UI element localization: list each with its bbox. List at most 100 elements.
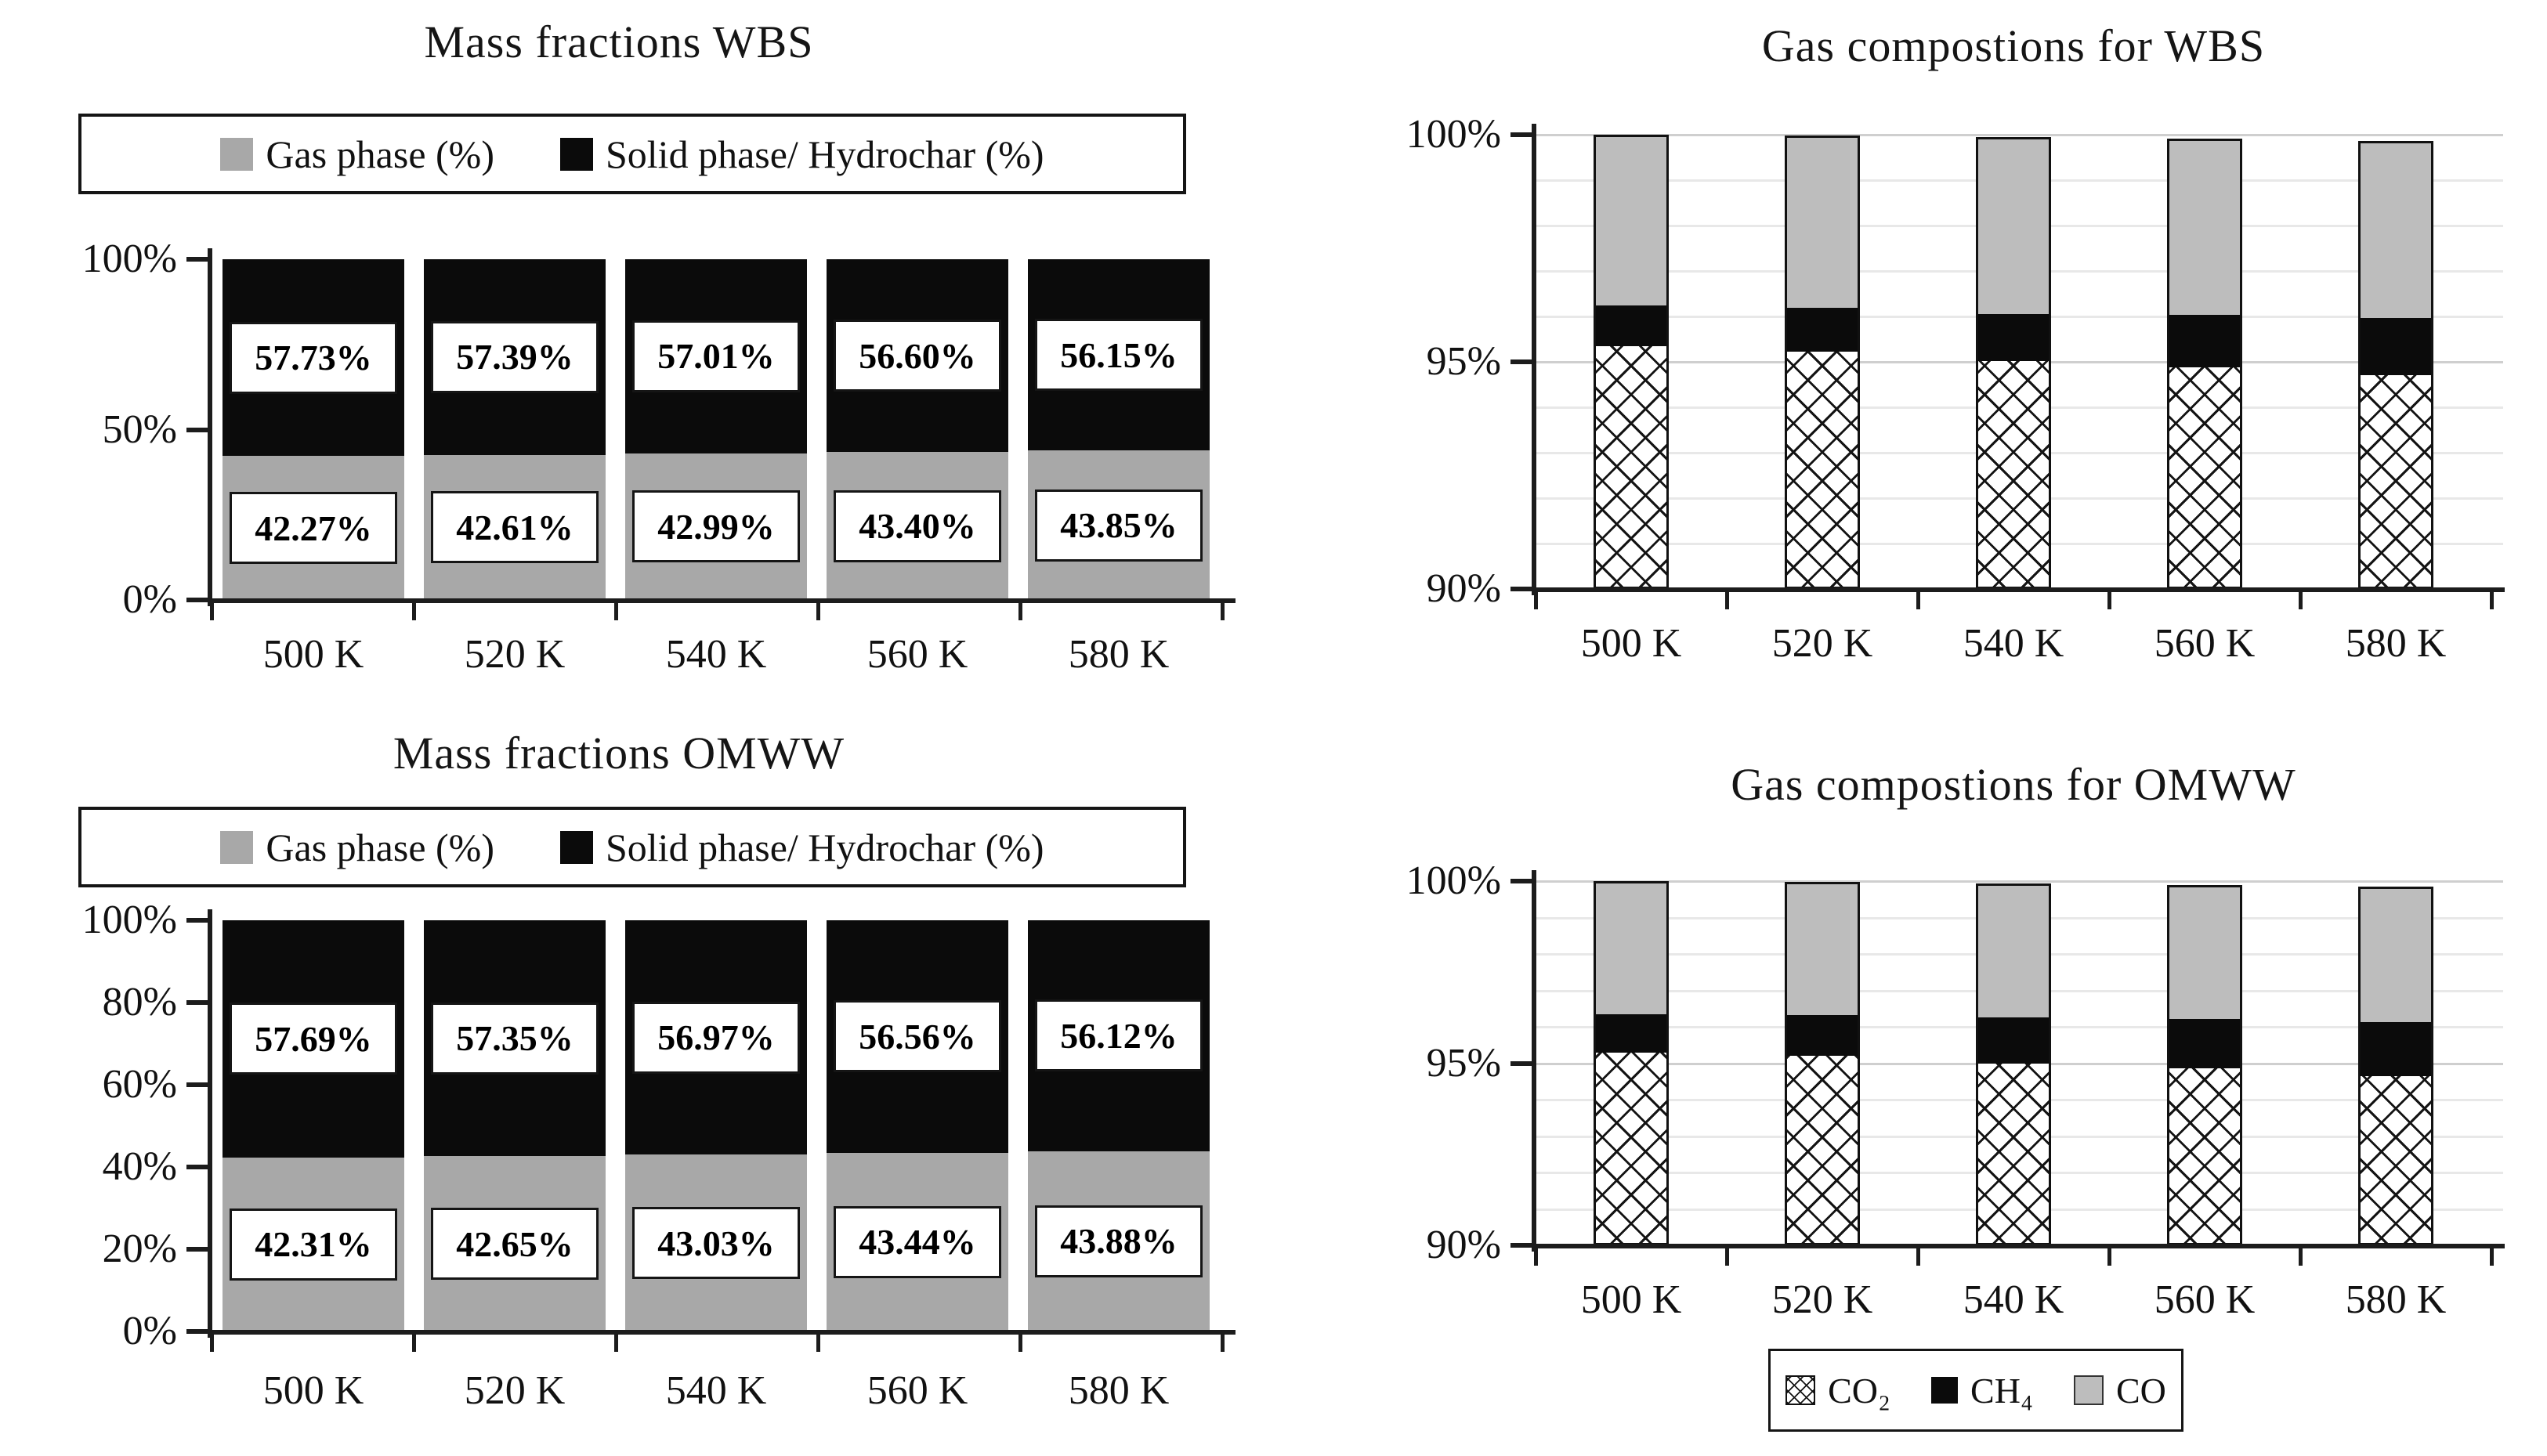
bar-segment-crosshatch-gas_compositions_omww-520 K xyxy=(1785,1056,1860,1245)
bar-segment-lightgray-gas_compositions_omww-500 K xyxy=(1594,881,1669,1014)
legend-item-co: CO xyxy=(2074,1370,2166,1411)
bar-segment-crosshatch-gas_compositions_omww-540 K xyxy=(1976,1063,2051,1245)
y-tick-label-mass_fractions_omww-60: 60% xyxy=(102,1062,177,1107)
x-axis-tick-gas_compositions_wbs-2 xyxy=(1916,592,1920,609)
bar-segment-crosshatch-gas_compositions_wbs-540 K xyxy=(1976,360,2051,589)
x-axis-line-mass_fractions_omww xyxy=(208,1330,1236,1335)
legend-mass-omww: Gas phase (%) Solid phase/ Hydrochar (%) xyxy=(78,807,1186,887)
x-axis-line-gas_compositions_wbs xyxy=(1532,587,2505,592)
x-axis-tick-gas_compositions_wbs-4 xyxy=(2299,592,2303,609)
y-axis-tick-mass_fractions_omww-100 xyxy=(186,918,212,923)
y-tick-label-gas_compositions_wbs-95: 95% xyxy=(1426,339,1501,384)
data-label-mass_fractions_omww-500 K-gray: 42.31% xyxy=(230,1208,397,1281)
x-axis-line-gas_compositions_omww xyxy=(1532,1244,2505,1248)
data-label-mass_fractions_omww-580 K-gray: 43.88% xyxy=(1035,1205,1203,1277)
y-tick-label-mass_fractions_wbs-100: 100% xyxy=(81,237,177,281)
legend-label-solid-phase: Solid phase/ Hydrochar (%) xyxy=(605,825,1044,869)
legend-item-ch4: CH₄ xyxy=(1931,1370,2033,1411)
bar-segment-black-gas_compositions_wbs-520 K xyxy=(1785,307,1860,352)
bar-segment-lightgray-gas_compositions_omww-540 K xyxy=(1976,883,2051,1018)
x-axis-tick-gas_compositions_wbs-3 xyxy=(2107,592,2111,609)
gridline-gas_compositions_wbs-100 xyxy=(1536,134,2503,136)
y-axis-tick-mass_fractions_omww-60 xyxy=(186,1082,212,1087)
x-axis-tick-gas_compositions_omww-0 xyxy=(1534,1248,1538,1266)
x-axis-tick-mass_fractions_wbs-3 xyxy=(816,603,820,620)
data-label-mass_fractions_wbs-540 K-gray: 42.99% xyxy=(632,490,800,563)
chart-title-mass-wbs: Mass fractions WBS xyxy=(424,16,814,67)
y-tick-label-mass_fractions_omww-80: 80% xyxy=(102,980,177,1024)
x-axis-tick-gas_compositions_omww-2 xyxy=(1916,1248,1920,1266)
x-axis-tick-gas_compositions_omww-3 xyxy=(2107,1248,2111,1266)
y-axis-tick-gas_compositions_wbs-95 xyxy=(1510,359,1536,364)
data-label-mass_fractions_omww-540 K-black: 56.97% xyxy=(632,1001,800,1074)
data-label-mass_fractions_wbs-500 K-black: 57.73% xyxy=(230,321,397,394)
y-axis-tick-mass_fractions_wbs-100 xyxy=(186,257,212,262)
bar-segment-lightgray-gas_compositions_wbs-520 K xyxy=(1785,135,1860,308)
ch4-black-swatch-icon xyxy=(1931,1377,1959,1404)
gas-phase-swatch-icon xyxy=(220,137,254,171)
y-axis-tick-gas_compositions_omww-100 xyxy=(1510,879,1536,883)
data-label-mass_fractions_wbs-560 K-gray: 43.40% xyxy=(834,490,1001,562)
x-category-label-gas_compositions_wbs-560 K: 560 K xyxy=(2154,621,2256,666)
chart-title-mass-omww: Mass fractions OMWW xyxy=(393,728,845,779)
bar-outline-gas_compositions_omww-580 K xyxy=(2358,886,2433,1245)
x-category-label-gas_compositions_wbs-500 K: 500 K xyxy=(1580,621,1682,666)
bar-outline-gas_compositions_wbs-500 K xyxy=(1594,135,1669,589)
y-axis-line-mass_fractions_omww xyxy=(208,909,212,1338)
legend-gas-species: CO₂ CH₄ CO xyxy=(1768,1349,2183,1432)
data-label-mass_fractions_wbs-500 K-gray: 42.27% xyxy=(230,492,397,565)
co-gray-swatch-icon xyxy=(2074,1375,2104,1405)
bar-segment-black-gas_compositions_omww-500 K xyxy=(1594,1013,1669,1053)
solid-phase-swatch-icon xyxy=(559,137,593,171)
x-axis-tick-gas_compositions_omww-1 xyxy=(1725,1248,1729,1266)
y-axis-tick-mass_fractions_wbs-0 xyxy=(186,598,212,602)
chart-title-gas-wbs: Gas compostions for WBS xyxy=(1761,20,2266,71)
data-label-mass_fractions_omww-520 K-black: 57.35% xyxy=(431,1002,599,1075)
x-category-label-mass_fractions_wbs-560 K: 560 K xyxy=(866,632,968,677)
bar-segment-crosshatch-gas_compositions_wbs-500 K xyxy=(1594,345,1669,589)
x-category-label-gas_compositions_omww-580 K: 580 K xyxy=(2345,1277,2447,1322)
y-tick-label-mass_fractions_wbs-50: 50% xyxy=(102,406,177,452)
co2-crosshatch-swatch-icon xyxy=(1785,1375,1816,1405)
x-category-label-gas_compositions_omww-500 K: 500 K xyxy=(1580,1277,1682,1322)
x-category-label-mass_fractions_omww-520 K: 520 K xyxy=(464,1368,566,1413)
chart-title-gas-omww: Gas compostions for OMWW xyxy=(1731,759,2296,810)
x-category-label-mass_fractions_omww-500 K: 500 K xyxy=(262,1368,364,1413)
x-axis-tick-mass_fractions_omww-5 xyxy=(1221,1335,1225,1352)
x-axis-tick-mass_fractions_wbs-5 xyxy=(1221,603,1225,620)
x-category-label-gas_compositions_wbs-540 K: 540 K xyxy=(1963,621,2064,666)
data-label-mass_fractions_omww-520 K-gray: 42.65% xyxy=(431,1208,599,1281)
y-axis-tick-gas_compositions_wbs-100 xyxy=(1510,132,1536,137)
bar-segment-black-gas_compositions_omww-540 K xyxy=(1976,1017,2051,1064)
bar-outline-gas_compositions_wbs-580 K xyxy=(2358,141,2433,589)
bar-outline-gas_compositions_wbs-520 K xyxy=(1785,135,1860,589)
gridline-gas_compositions_omww-100 xyxy=(1536,880,2503,883)
bar-outline-gas_compositions_omww-540 K xyxy=(1976,883,2051,1245)
x-category-label-mass_fractions_wbs-540 K: 540 K xyxy=(665,632,767,677)
y-tick-label-mass_fractions_wbs-0: 0% xyxy=(122,577,177,622)
bar-segment-crosshatch-gas_compositions_omww-500 K xyxy=(1594,1052,1669,1245)
data-label-mass_fractions_omww-580 K-black: 56.12% xyxy=(1035,999,1203,1072)
bar-segment-lightgray-gas_compositions_wbs-560 K xyxy=(2167,139,2242,316)
legend-item-solid-phase: Solid phase/ Hydrochar (%) xyxy=(559,825,1044,870)
bar-outline-gas_compositions_omww-560 K xyxy=(2167,884,2242,1245)
bar-segment-crosshatch-gas_compositions_omww-580 K xyxy=(2358,1075,2433,1245)
x-category-label-mass_fractions_omww-540 K: 540 K xyxy=(665,1368,767,1413)
x-axis-tick-mass_fractions_omww-2 xyxy=(614,1335,618,1352)
y-tick-label-mass_fractions_omww-100: 100% xyxy=(81,898,177,942)
legend-item-co2: CO₂ xyxy=(1785,1370,1890,1411)
x-category-label-gas_compositions_omww-560 K: 560 K xyxy=(2154,1277,2256,1322)
bar-segment-crosshatch-gas_compositions_wbs-520 K xyxy=(1785,352,1860,589)
bar-segment-lightgray-gas_compositions_omww-580 K xyxy=(2358,886,2433,1023)
bar-segment-black-gas_compositions_omww-580 K xyxy=(2358,1022,2433,1076)
bar-segment-black-gas_compositions_wbs-540 K xyxy=(1976,313,2051,361)
x-axis-tick-mass_fractions_wbs-4 xyxy=(1018,603,1022,620)
bar-segment-black-gas_compositions_wbs-500 K xyxy=(1594,305,1669,346)
x-axis-tick-mass_fractions_wbs-2 xyxy=(614,603,618,620)
gas-phase-swatch-icon xyxy=(220,830,254,864)
x-category-label-gas_compositions_omww-520 K: 520 K xyxy=(1771,1277,1873,1322)
y-tick-label-gas_compositions_wbs-90: 90% xyxy=(1426,566,1501,611)
bar-segment-black-gas_compositions_omww-520 K xyxy=(1785,1015,1860,1057)
legend-label-gas-phase: Gas phase (%) xyxy=(266,825,494,869)
